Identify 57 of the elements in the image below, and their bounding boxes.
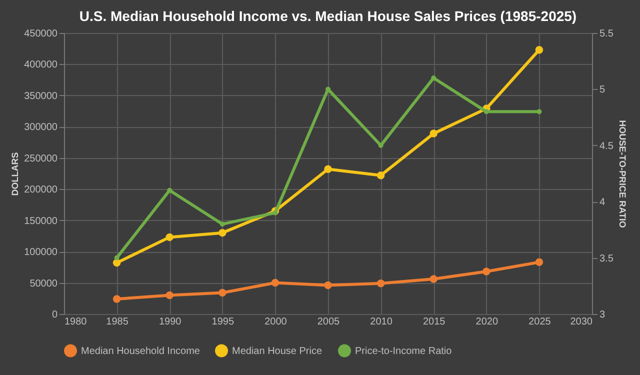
point (218, 288, 226, 297)
y-tick-label: 50000 (30, 278, 58, 290)
point (536, 109, 542, 114)
point (324, 281, 332, 290)
legend-label: Median House Price (232, 346, 322, 357)
point (166, 291, 174, 300)
point (376, 280, 385, 288)
y2-tick-label: 3 (600, 310, 606, 320)
y-tick-label: 150000 (24, 216, 58, 227)
y-tick-label: 350000 (24, 90, 58, 102)
x-tick-label: 1980 (64, 316, 88, 328)
x-tick-label: 2030 (570, 316, 593, 328)
point (166, 233, 174, 242)
y2-axis-title: HOUSE-TO-PRICE RATIO (617, 120, 628, 228)
point (484, 109, 489, 114)
point (271, 278, 280, 287)
y2-tick-label: 5.5 (600, 28, 614, 40)
y2-tick-label: 5 (600, 84, 606, 96)
point (220, 222, 225, 227)
y2-tick-label: 4 (600, 197, 606, 208)
y-tick-label: 300000 (24, 122, 58, 134)
y-tick-label: 0 (52, 310, 58, 320)
point (378, 142, 384, 148)
y-axis-title: DOLLARS (10, 152, 20, 196)
point (112, 258, 121, 267)
legend-label: Price-to-Income Ratio (355, 346, 452, 357)
point (376, 172, 385, 180)
x-tick-label: 2020 (476, 316, 498, 328)
x-tick-label: 1990 (158, 316, 182, 328)
point (167, 188, 172, 193)
y2-tick-label: 4.5 (600, 140, 614, 152)
point (430, 275, 438, 283)
x-tick-label: 1985 (106, 316, 129, 328)
y-tick-label: 400000 (24, 60, 58, 71)
x-tick-label: 2000 (264, 316, 288, 328)
y-tick-label: 200000 (24, 184, 58, 196)
x-tick-label: 2005 (317, 316, 340, 328)
point (482, 268, 490, 276)
point (114, 255, 120, 260)
point (218, 228, 226, 237)
x-tick-label: 2015 (422, 316, 446, 328)
x-tick-label: 2025 (528, 316, 552, 328)
point (535, 258, 544, 266)
y-tick-label: 450000 (24, 28, 58, 40)
point (324, 165, 332, 173)
x-tick-label: 2010 (370, 316, 393, 328)
point (431, 75, 436, 80)
y2-tick-label: 3.5 (600, 253, 614, 264)
x-tick-label: 1995 (212, 316, 234, 328)
legend-label: Median Household Income (81, 346, 200, 357)
y-tick-label: 250000 (24, 153, 58, 164)
point (535, 46, 544, 54)
point (272, 210, 278, 216)
chart-title: U.S. Median Household Income vs. Median House Sales Prices (1985-2025) (79, 8, 577, 24)
y-tick-label: 100000 (24, 247, 58, 258)
point (112, 295, 121, 303)
point (430, 130, 438, 138)
